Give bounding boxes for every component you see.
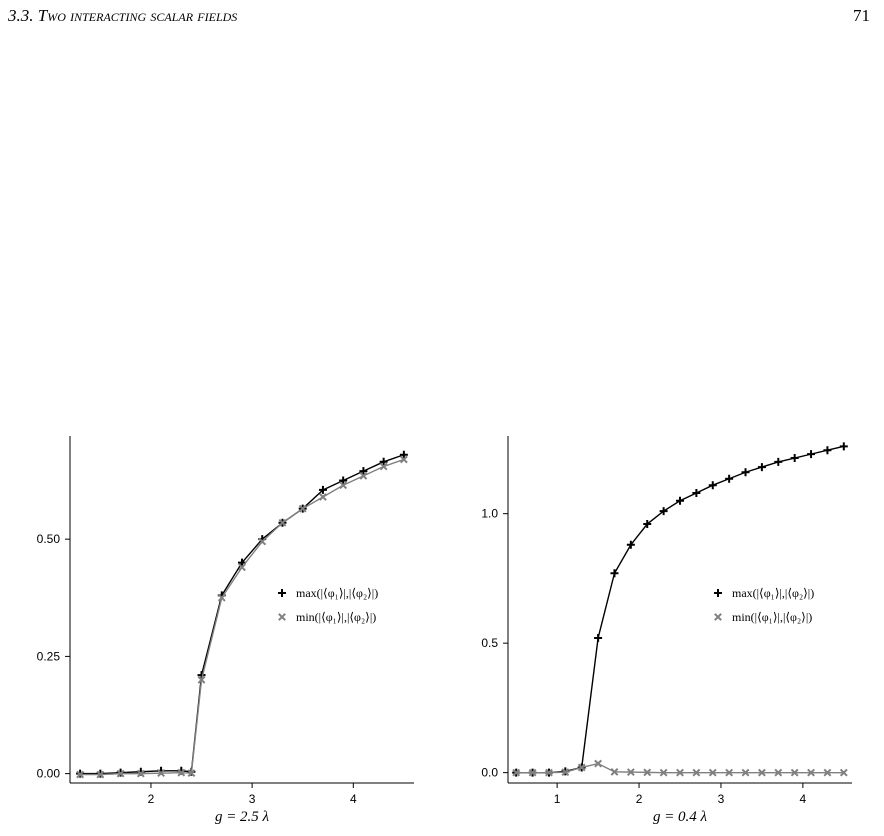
y-tick-label: 1.0 — [481, 507, 498, 521]
legend-marker-x — [714, 613, 722, 621]
legend-item-min: min(|⟨φ₁⟩|,|⟨φ₂⟩|) — [278, 610, 376, 624]
data-point-max — [238, 558, 246, 567]
x-tick-label: 4 — [800, 792, 807, 806]
chart-left: 2 3 4 0.00 0.25 0.50 g = 2.5 λ max(|⟨φ₁⟩|,|⟨φ₂⟩… — [37, 436, 414, 825]
data-point-min — [278, 518, 287, 527]
series-line-min — [80, 458, 405, 776]
data-point-min — [298, 504, 307, 513]
data-point-min — [217, 593, 226, 602]
data-point-min — [577, 763, 586, 772]
legend-label: min(|⟨φ₁⟩|,|⟨φ₂⟩|) — [296, 610, 376, 624]
data-point-min — [96, 770, 105, 779]
x-tick-label: 3 — [249, 792, 256, 806]
data-point-min — [258, 537, 267, 546]
x-tick-label: 1 — [554, 792, 561, 806]
data-point-min — [823, 768, 832, 777]
y-tick-label: 0.25 — [37, 649, 61, 663]
y-tick-label: 0.0 — [481, 766, 498, 780]
data-point-min — [741, 768, 750, 777]
legend-label: max(|⟨φ₁⟩|,|⟨φ₂⟩|) — [296, 586, 378, 600]
data-point-min — [177, 768, 186, 777]
data-point-min — [116, 769, 125, 778]
data-point-max — [626, 540, 635, 549]
y-tick-label: 0.50 — [37, 532, 61, 546]
data-point-max — [807, 450, 816, 459]
data-point-min — [610, 767, 619, 776]
data-point-min — [157, 769, 165, 778]
legend-label: max(|⟨φ₁⟩|,|⟨φ₂⟩|) — [732, 586, 814, 600]
x-tick-label: 4 — [350, 792, 357, 806]
figure-panel-left: 2 3 4 0.00 0.25 0.50 g = 2.5 λ max(|⟨φ₁⟩|,|⟨φ₂⟩… — [0, 430, 442, 831]
data-point-min — [774, 768, 783, 777]
data-point-max — [399, 450, 408, 459]
data-point-max — [692, 488, 701, 497]
legend-marker-x — [278, 613, 286, 621]
legend-item-max: max(|⟨φ₁⟩|,|⟨φ₂⟩|) — [278, 586, 378, 600]
data-point-min — [319, 493, 327, 501]
data-point-max — [725, 474, 734, 483]
data-point-min — [512, 768, 521, 777]
data-point-max — [610, 569, 619, 578]
data-point-min — [561, 768, 570, 777]
data-point-max — [659, 507, 668, 516]
data-point-max — [318, 485, 327, 494]
data-point-min — [676, 768, 684, 777]
x-tick-label: 2 — [636, 792, 643, 806]
y-tick-label: 0.00 — [37, 767, 61, 781]
data-point-min — [708, 768, 717, 777]
data-point-min — [659, 768, 668, 777]
data-point-max — [741, 468, 750, 477]
data-point-min — [76, 770, 85, 779]
data-point-min — [643, 768, 652, 777]
data-point-min — [238, 563, 246, 572]
legend-marker-plus — [714, 589, 722, 597]
running-head: 3.3. Two interacting scalar fields — [8, 6, 237, 26]
page-number: 71 — [853, 6, 870, 25]
data-point-min — [197, 675, 206, 684]
chart-right: 1 2 3 4 0.0 0.5 1.0 g = 0.4 λ max(|⟨φ₁⟩|,|⟨φ₂⟩|)… — [481, 436, 852, 825]
data-point-min — [339, 481, 348, 490]
data-point-min — [725, 768, 734, 777]
data-point-min — [359, 471, 368, 480]
data-point-min — [790, 768, 799, 777]
data-point-min — [379, 462, 388, 471]
data-point-max — [643, 520, 652, 529]
data-point-max — [823, 446, 832, 455]
x-axis-label: g = 2.5 λ — [215, 809, 270, 825]
data-point-max — [379, 457, 388, 466]
data-point-max — [359, 467, 368, 476]
data-point-max — [790, 454, 799, 463]
data-point-min — [757, 768, 766, 777]
data-point-min — [528, 768, 537, 777]
legend-item-max: max(|⟨φ₁⟩|,|⟨φ₂⟩|) — [714, 586, 814, 600]
data-point-max — [339, 476, 348, 485]
figure-panel-right: 1 2 3 4 0.0 0.5 1.0 g = 0.4 λ max(|⟨φ₁⟩|,|⟨φ₂⟩|)… — [442, 430, 884, 831]
data-point-max — [774, 457, 783, 466]
data-point-max — [757, 463, 766, 472]
data-point-max — [676, 496, 684, 505]
data-point-min — [807, 768, 815, 777]
legend-marker-plus — [278, 589, 286, 597]
data-point-max — [708, 481, 717, 490]
data-point-min — [692, 768, 701, 777]
data-point-min — [545, 768, 553, 777]
y-tick-label: 0.5 — [481, 636, 498, 650]
legend-item-min: min(|⟨φ₁⟩|,|⟨φ₂⟩|) — [714, 610, 812, 624]
data-point-min — [839, 768, 848, 777]
data-point-min — [594, 759, 603, 768]
section-number: 3.3. — [8, 6, 34, 25]
legend-label: min(|⟨φ₁⟩|,|⟨φ₂⟩|) — [732, 610, 812, 624]
data-point-min — [187, 769, 196, 778]
data-point-min — [399, 455, 408, 464]
x-axis-label: g = 0.4 λ — [653, 809, 708, 825]
x-tick-label: 3 — [718, 792, 725, 806]
data-point-max — [839, 442, 848, 451]
data-point-max — [594, 633, 603, 642]
data-point-min — [136, 769, 145, 778]
data-point-min — [626, 768, 635, 777]
x-tick-label: 2 — [148, 792, 155, 806]
section-title: Two interacting scalar fields — [37, 6, 238, 25]
